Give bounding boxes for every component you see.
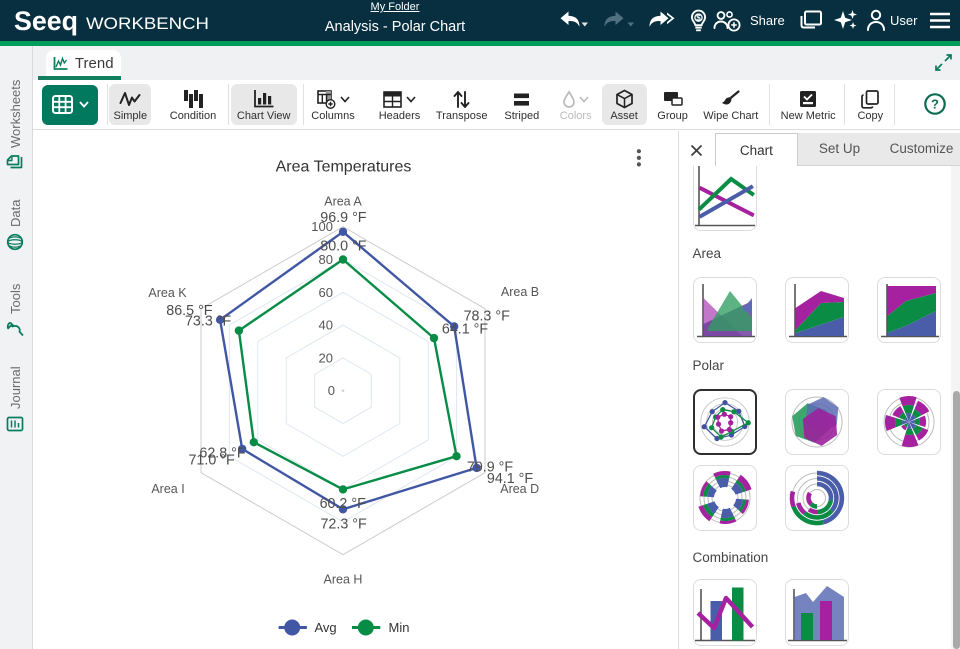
svg-text:Area Temperatures: Area Temperatures [276,159,412,176]
svg-text:?: ? [931,96,939,111]
svg-text:72.3 °F: 72.3 °F [320,517,367,533]
svg-text:Seeq: Seeq [14,8,78,36]
svg-text:79.9 °F: 79.9 °F [467,460,514,476]
svg-text:Area A: Area A [324,195,362,209]
svg-text:73.3 °F: 73.3 °F [185,313,232,329]
svg-text:Area D: Area D [500,482,539,496]
svg-text:62.8 °F: 62.8 °F [199,445,246,461]
svg-text:64.1 °F: 64.1 °F [442,322,489,338]
svg-text:60: 60 [319,285,333,300]
svg-text:Area B: Area B [501,285,539,299]
svg-text:60.2 °F: 60.2 °F [320,496,367,512]
svg-text:0: 0 [328,383,335,398]
svg-text:Avg: Avg [315,620,337,635]
svg-text:WORKBENCH: WORKBENCH [86,14,209,33]
svg-text:Area I: Area I [151,482,184,496]
svg-text:$: $ [696,13,701,22]
svg-text:78.3 °F: 78.3 °F [464,308,511,324]
svg-text:Area H: Area H [324,573,363,587]
svg-text:96.9 °F: 96.9 °F [320,210,367,226]
svg-text:20: 20 [319,350,333,365]
svg-text:80: 80 [319,252,333,267]
svg-text:40: 40 [319,318,333,333]
svg-text:86.5 °F: 86.5 °F [166,303,213,319]
svg-text:94.1 °F: 94.1 °F [487,471,534,487]
svg-text:80.0 °F: 80.0 °F [320,239,367,255]
svg-text:100: 100 [311,219,333,234]
svg-text:Min: Min [389,620,410,635]
svg-text:71.0 °F: 71.0 °F [188,452,235,468]
svg-text:Area K: Area K [148,286,187,300]
